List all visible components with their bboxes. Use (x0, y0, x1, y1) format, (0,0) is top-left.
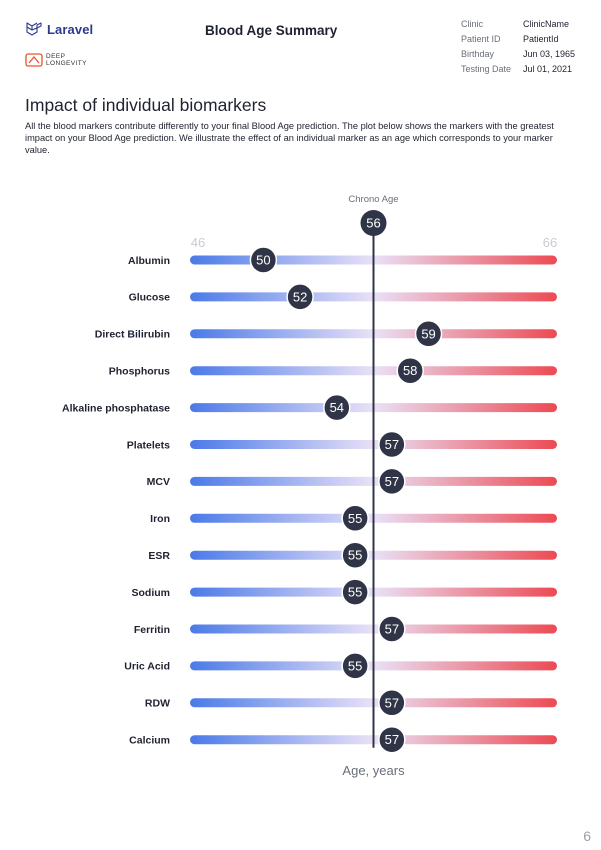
info-row-patient-id: Patient ID PatientId (461, 33, 575, 48)
biomarker-age-value: 57 (385, 437, 399, 452)
biomarker-age-value: 57 (385, 474, 399, 489)
chrono-age-label: Chrono Age (348, 194, 398, 205)
info-value: ClinicName (523, 19, 570, 29)
biomarker-label: RDW (145, 698, 170, 710)
biomarker-age-value: 57 (385, 695, 399, 710)
page-number: 6 (583, 828, 591, 844)
biomarker-age-marker: 50 (249, 246, 278, 274)
info-label: Patient ID (461, 34, 501, 44)
biomarker-age-marker: 57 (378, 615, 406, 643)
biomarker-age-value: 57 (385, 622, 399, 637)
biomarker-label: Iron (150, 513, 170, 525)
biomarker-age-marker: 57 (378, 725, 406, 754)
biomarker-age-marker: 55 (341, 652, 369, 680)
biomarker-label: Phosphorus (109, 366, 170, 378)
biomarker-label: Albumin (128, 255, 170, 267)
x-axis-title: Age, years (342, 763, 405, 778)
biomarker-age-marker: 57 (378, 689, 406, 717)
biomarker-age-value: 55 (348, 585, 362, 600)
info-row-clinic: Clinic ClinicName (461, 18, 575, 33)
biomarker-age-value: 58 (403, 363, 417, 378)
info-value: Jun 03, 1965 (523, 49, 576, 59)
biomarker-age-value: 52 (293, 289, 307, 304)
biomarker-age-marker: 55 (341, 504, 369, 533)
deep-longevity-logo: DEEP LONGEVITY (25, 53, 87, 67)
biomarker-age-marker: 54 (323, 393, 351, 422)
laravel-icon (26, 22, 42, 36)
info-row-birthday: Birthday Jun 03, 1965 (461, 48, 575, 63)
biomarker-age-marker: 58 (396, 356, 424, 385)
chrono-age-value: 56 (366, 216, 380, 231)
biomarker-age-value: 59 (421, 326, 435, 341)
laravel-logo-text: Laravel (47, 21, 94, 37)
biomarker-label: Uric Acid (124, 661, 170, 673)
biomarker-age-marker: 57 (378, 467, 406, 496)
x-axis-min-label: 46 (191, 235, 205, 250)
laravel-logo: Laravel (25, 20, 93, 38)
biomarker-age-marker: 55 (341, 541, 369, 569)
x-axis-max-label: 66 (543, 235, 557, 250)
biomarker-label: Alkaline phosphatase (62, 402, 170, 414)
biomarker-age-value: 55 (348, 511, 362, 526)
biomarker-age-value: 55 (348, 658, 362, 673)
page-title: Blood Age Summary (205, 23, 338, 38)
biomarker-label: ESR (148, 550, 170, 562)
biomarker-age-marker: 55 (341, 578, 369, 606)
info-label: Birthday (461, 49, 495, 59)
partner-name-line1: DEEP (46, 53, 66, 60)
biomarker-age-value: 54 (330, 400, 344, 415)
info-value: PatientId (523, 34, 559, 44)
biomarker-label: Calcium (129, 735, 170, 747)
biomarker-age-value: 57 (385, 732, 399, 747)
biomarker-label: Sodium (132, 587, 171, 599)
biomarker-age-value: 55 (348, 548, 362, 563)
section-description: All the blood markers contribute differe… (25, 121, 554, 155)
info-row-testing-date: Testing Date Jul 01, 2021 (461, 63, 575, 78)
biomarker-age-value: 50 (256, 253, 270, 268)
deep-longevity-icon (25, 53, 43, 67)
partner-name-line2: LONGEVITY (46, 60, 87, 67)
chrono-age-marker: 56 (360, 210, 387, 236)
info-label: Testing Date (461, 64, 512, 74)
biomarker-label: MCV (147, 476, 170, 488)
biomarker-label: Direct Bilirubin (95, 329, 170, 341)
section-title: Impact of individual biomarkers (25, 95, 267, 115)
biomarker-age-marker: 52 (286, 283, 314, 311)
biomarker-label: Ferritin (134, 624, 170, 636)
info-value: Jul 01, 2021 (523, 64, 573, 74)
biomarker-label: Platelets (127, 439, 170, 451)
biomarker-age-marker: 59 (414, 320, 443, 348)
biomarker-label: Glucose (129, 292, 171, 304)
patient-info: Clinic ClinicName Patient ID PatientId B… (461, 18, 575, 78)
biomarker-age-marker: 57 (378, 430, 406, 459)
info-label: Clinic (461, 19, 484, 29)
